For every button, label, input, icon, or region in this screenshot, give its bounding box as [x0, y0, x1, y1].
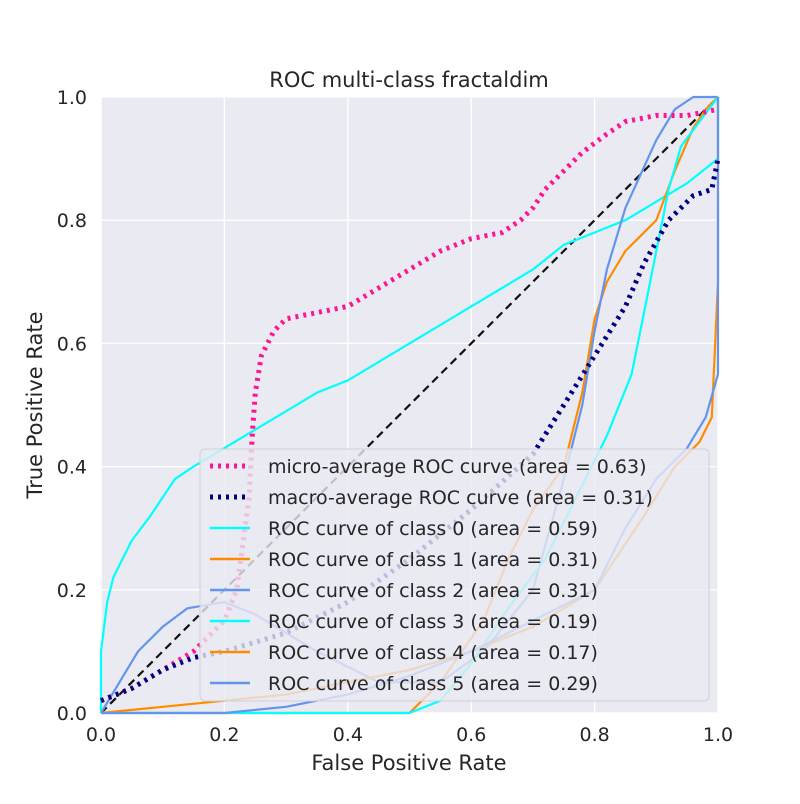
- legend-box: [199, 448, 710, 702]
- legend-label: ROC curve of class 3 (area = 0.19): [268, 611, 598, 633]
- y-tick-label: 0.8: [57, 210, 87, 232]
- legend-label: ROC curve of class 4 (area = 0.17): [268, 642, 598, 664]
- series-line-1: [100, 158, 721, 704]
- x-axis-label: False Positive Rate: [311, 751, 506, 775]
- y-tick-label: 1.0: [57, 87, 87, 109]
- legend-label: ROC curve of class 0 (area = 0.59): [268, 518, 598, 540]
- legend: micro-average ROC curve (area = 0.63) mac…: [199, 448, 710, 702]
- y-tick-label: 0.4: [57, 457, 87, 479]
- x-tick-label: 0.8: [579, 724, 609, 746]
- tick-labels: 0.0 0.2 0.4 0.6 0.8 1.0 0.0 0.2 0.4 0.6 0.8 1.0: [57, 87, 733, 746]
- legend-label: ROC curve of class 2 (area = 0.31): [268, 580, 598, 602]
- x-tick-label: 0.4: [333, 724, 363, 746]
- y-axis-label: True Positive Rate: [23, 311, 47, 499]
- x-tick-label: 0.0: [86, 724, 116, 746]
- chart-title: ROC multi-class fractaldim: [269, 68, 549, 92]
- x-tick-label: 0.2: [209, 724, 239, 746]
- legend-label: ROC curve of class 5 (area = 0.29): [268, 673, 598, 695]
- y-tick-label: 0.6: [57, 333, 87, 355]
- series-line-2: [99, 97, 720, 713]
- x-tick-label: 1.0: [703, 724, 733, 746]
- y-tick-label: 0.2: [57, 580, 87, 602]
- x-tick-label: 0.6: [456, 724, 486, 746]
- legend-label: macro-average ROC curve (area = 0.31): [268, 487, 653, 509]
- y-tick-label: 0.0: [57, 703, 87, 725]
- legend-label: micro-average ROC curve (area = 0.63): [268, 456, 647, 478]
- legend-label: ROC curve of class 1 (area = 0.31): [268, 549, 598, 571]
